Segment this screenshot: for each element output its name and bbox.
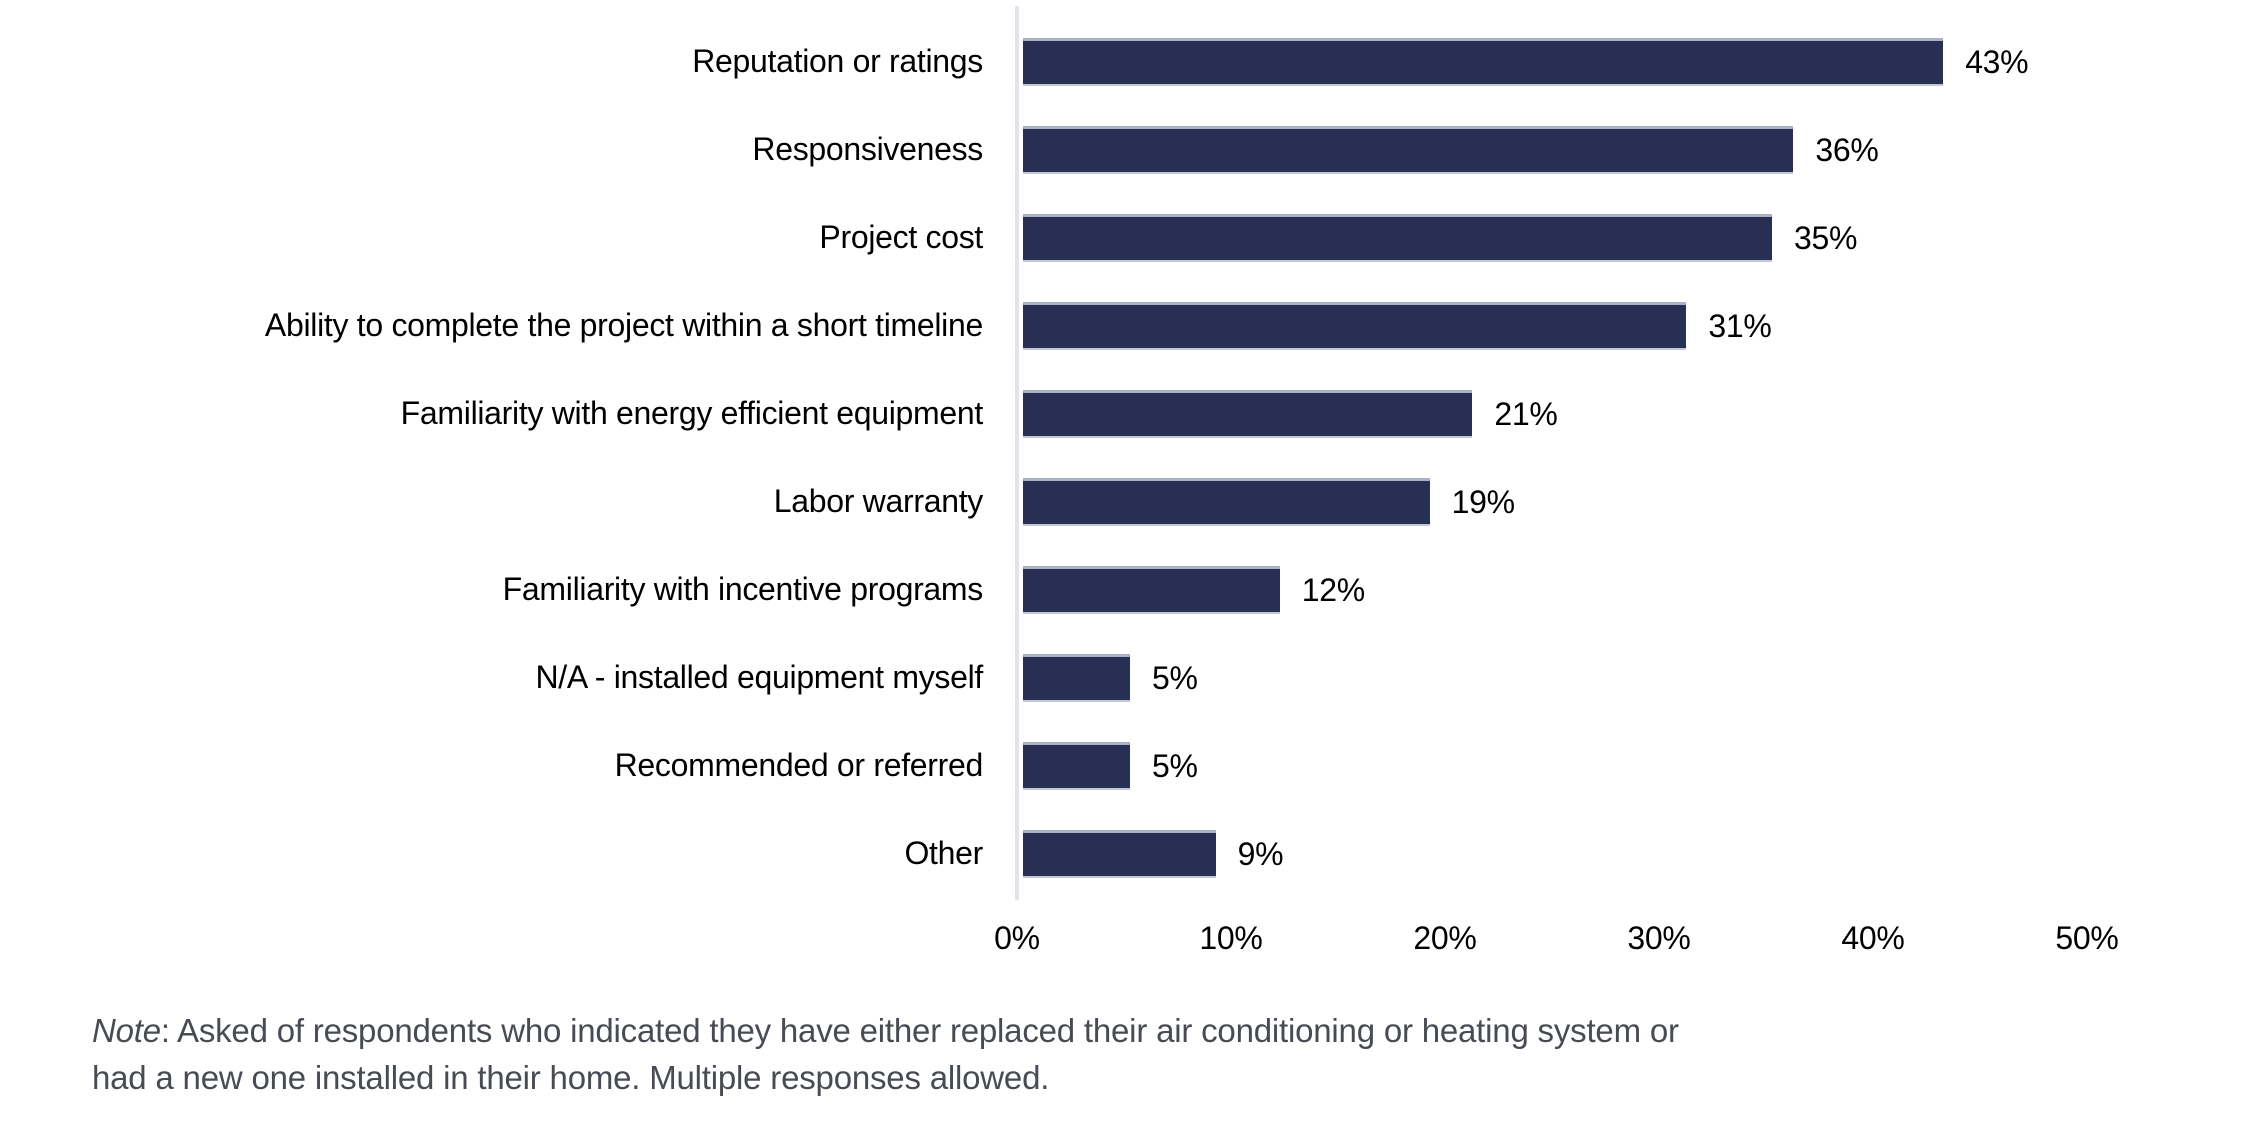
value-label: 9% xyxy=(1237,835,1284,872)
value-label: 31% xyxy=(1708,307,1772,344)
chart-rows: Reputation or ratings 43% Responsiveness… xyxy=(0,18,2262,898)
chart-row: Recommended or referred 5% xyxy=(0,722,2262,810)
chart-row: Labor warranty 19% xyxy=(0,458,2262,546)
x-axis-ticks: 0% 10% 20% 30% 40% 50% xyxy=(994,914,2262,968)
bar xyxy=(1023,390,1473,438)
category-label: Familiarity with energy efficient equipm… xyxy=(400,395,984,432)
chart-row: Familiarity with incentive programs 12% xyxy=(0,546,2262,634)
value-label: 12% xyxy=(1301,571,1365,608)
y-axis-line xyxy=(1015,6,1019,900)
x-tick: 50% xyxy=(2055,920,2119,956)
note-line-2: had a new one installed in their home. M… xyxy=(92,1058,1050,1096)
bar xyxy=(1023,38,1944,86)
chart-row: Familiarity with energy efficient equipm… xyxy=(0,370,2262,458)
x-tick: 40% xyxy=(1841,920,1905,956)
bar-cell: 12% xyxy=(1017,566,2262,614)
bar-cell: 5% xyxy=(1017,742,2262,790)
bar-cell: 5% xyxy=(1017,654,2262,702)
category-label: Ability to complete the project within a… xyxy=(264,307,983,344)
note-line-1: Note: Asked of respondents who indicated… xyxy=(92,1012,1679,1049)
bar-cell: 36% xyxy=(1017,126,2262,174)
category-label: Project cost xyxy=(819,219,983,256)
bar xyxy=(1023,830,1216,878)
bar-cell: 35% xyxy=(1017,214,2262,262)
chart-row: Project cost 35% xyxy=(0,194,2262,282)
x-tick: 20% xyxy=(1413,920,1477,956)
chart-row: Responsiveness 36% xyxy=(0,106,2262,194)
x-tick: 10% xyxy=(1199,920,1263,956)
bar xyxy=(1023,478,1430,526)
category-label: N/A - installed equipment myself xyxy=(535,659,984,696)
bar-cell: 31% xyxy=(1017,302,2262,350)
category-label: Reputation or ratings xyxy=(692,43,983,80)
bar-chart: Reputation or ratings 43% Responsiveness… xyxy=(0,6,2262,968)
bar xyxy=(1023,742,1130,790)
category-label: Responsiveness xyxy=(752,131,983,168)
value-label: 36% xyxy=(1815,131,1879,168)
bar-cell: 21% xyxy=(1017,390,2262,438)
value-label: 35% xyxy=(1794,219,1858,256)
category-label: Familiarity with incentive programs xyxy=(502,571,984,608)
value-label: 21% xyxy=(1494,395,1558,432)
value-label: 19% xyxy=(1451,483,1515,520)
category-label: Recommended or referred xyxy=(614,747,984,784)
note-line-1-text: : Asked of respondents who indicated the… xyxy=(160,1012,1679,1049)
bar xyxy=(1023,302,1687,350)
value-label: 5% xyxy=(1152,747,1198,784)
chart-row: Reputation or ratings 43% xyxy=(0,18,2262,106)
bar xyxy=(1023,126,1794,174)
value-label: 43% xyxy=(1965,43,2029,80)
value-label: 5% xyxy=(1152,659,1198,696)
bar xyxy=(1023,566,1280,614)
chart-row: Other 9% xyxy=(0,810,2262,898)
bar xyxy=(1023,654,1130,702)
bar-cell: 43% xyxy=(1017,38,2262,86)
category-label: Other xyxy=(904,835,983,872)
note-prefix: Note xyxy=(92,1012,161,1049)
chart-note: Note: Asked of respondents who indicated… xyxy=(92,1008,2202,1102)
bar-cell: 9% xyxy=(1017,830,2262,878)
x-tick: 0% xyxy=(994,920,1040,956)
category-label: Labor warranty xyxy=(773,483,984,520)
x-tick: 30% xyxy=(1627,920,1691,956)
bar-cell: 19% xyxy=(1017,478,2262,526)
chart-row: Ability to complete the project within a… xyxy=(0,282,2262,370)
bar xyxy=(1023,214,1772,262)
chart-row: N/A - installed equipment myself 5% xyxy=(0,634,2262,722)
